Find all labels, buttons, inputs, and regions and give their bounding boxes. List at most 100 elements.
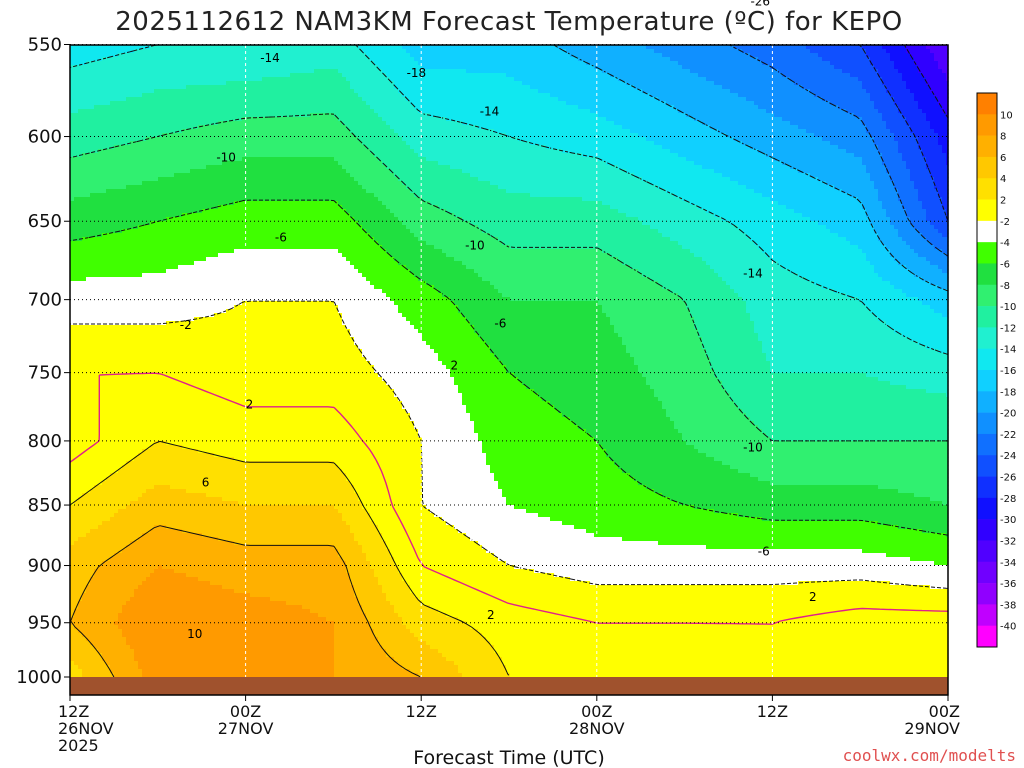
field-cell [138,53,143,58]
field-cell [302,49,307,54]
field-cell [382,61,387,66]
field-cell [530,65,535,70]
field-cell [426,53,431,58]
field-cell [470,61,475,66]
field-cell [190,61,195,66]
field-cell [166,69,171,74]
field-cell [850,61,855,66]
field-cell [510,49,515,54]
field-cell [618,49,623,54]
field-cell [562,57,567,62]
field-cell [682,49,687,54]
field-cell [230,69,235,74]
field-cell [822,57,827,62]
field-cell [230,65,235,70]
field-cell [674,61,679,66]
field-cell [450,61,455,66]
field-cell [874,53,879,58]
field-cell [658,57,663,62]
field-cell [658,65,663,70]
field-cell [234,53,239,58]
field-cell [582,57,587,62]
field-cell [398,49,403,54]
field-cell [234,49,239,54]
field-cell [510,65,515,70]
field-cell [402,49,407,54]
field-cell [114,57,119,62]
field-cell [310,61,315,66]
field-cell [74,69,79,74]
field-cell [186,57,191,62]
field-cell [190,69,195,74]
field-cell [822,53,827,58]
field-cell [662,65,667,70]
field-cell [798,61,803,66]
field-cell [326,57,331,62]
field-cell [826,57,831,62]
field-cell [158,61,163,66]
field-cell [818,61,823,66]
field-cell [74,57,79,62]
field-cell [494,53,499,58]
field-cell [206,61,211,66]
field-cell [354,49,359,54]
field-cell [130,65,135,70]
field-cell [610,61,615,66]
field-cell [606,61,611,66]
field-cell [338,57,343,62]
field-cell [874,57,879,62]
field-cell [82,69,87,74]
field-cell [570,61,575,66]
field-cell [178,57,183,62]
field-cell [238,57,243,62]
field-cell [438,57,443,62]
field-cell [198,57,203,62]
field-cell [926,65,931,70]
field-cell [666,57,671,62]
field-cell [182,53,187,58]
field-cell [486,57,491,62]
field-cell [214,57,219,62]
field-cell [850,49,855,54]
field-cell [938,53,943,58]
field-cell [498,57,503,62]
field-cell [482,53,487,58]
field-cell [802,65,807,70]
field-cell [538,57,543,62]
field-cell [234,61,239,66]
field-cell [266,65,271,70]
field-cell [578,49,583,54]
field-cell [202,69,207,74]
field-cell [234,57,239,62]
field-cell [570,65,575,70]
field-cell [922,57,927,62]
field-cell [410,49,415,54]
field-cell [930,49,935,54]
field-cell [514,49,519,54]
field-cell [254,57,259,62]
field-cell [570,49,575,54]
field-cell [774,57,779,62]
field-cell [102,65,107,70]
field-cell [486,61,491,66]
field-cell [362,61,367,66]
field-cell [778,57,783,62]
field-cell [882,61,887,66]
field-cell [574,61,579,66]
field-cell [754,49,759,54]
field-cell [266,69,271,74]
field-cell [282,57,287,62]
field-cell [838,61,843,66]
field-cell [610,49,615,54]
field-cell [614,61,619,66]
field-cell [290,69,295,74]
field-cell [450,65,455,70]
field-cell [94,49,99,54]
field-cell [630,61,635,66]
field-cell [338,61,343,66]
field-cell [302,65,307,70]
field-cell [322,57,327,62]
field-cell [118,61,123,66]
field-cell [410,57,415,62]
field-cell [478,53,483,58]
